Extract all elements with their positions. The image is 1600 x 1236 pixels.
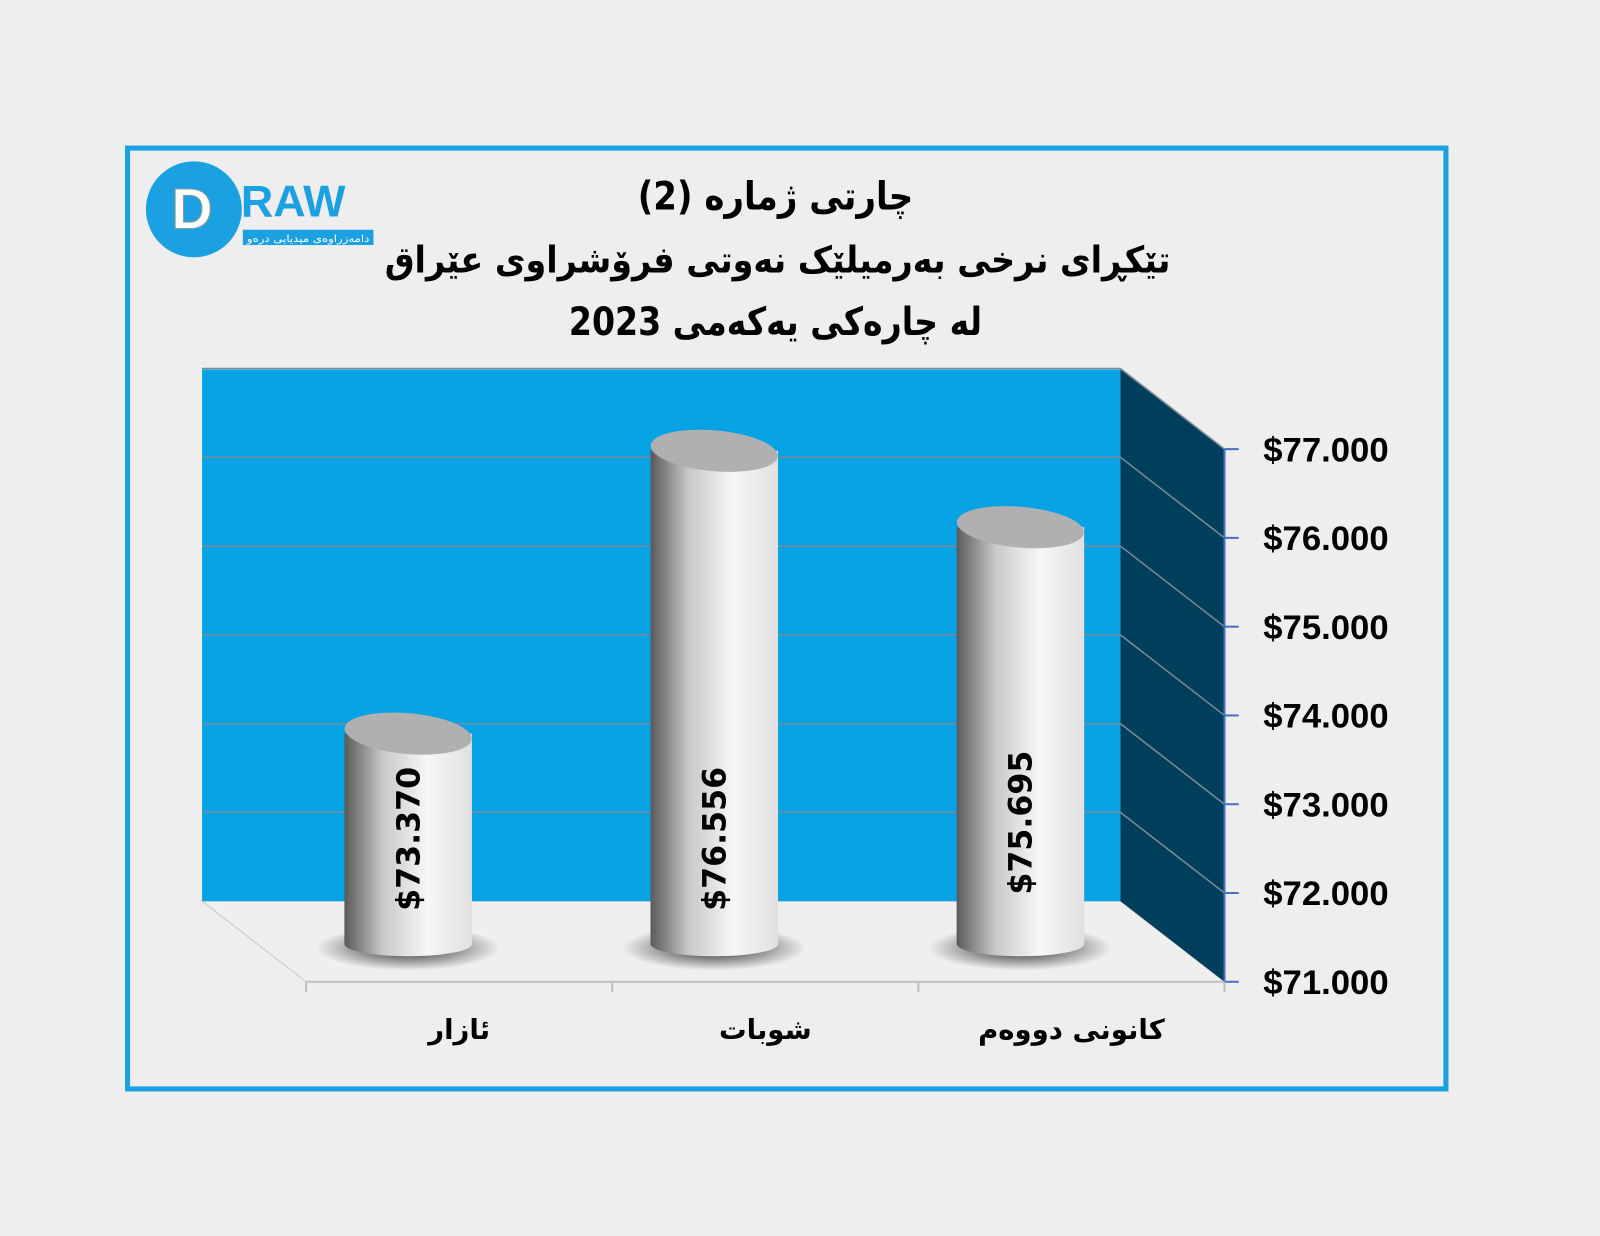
bar-body xyxy=(956,527,1085,957)
category-label: کانونی دووەم xyxy=(978,1014,1166,1046)
data-label: $76.556 xyxy=(698,767,734,911)
y-tick-label: $75.000 xyxy=(1263,609,1388,647)
bar-top xyxy=(344,712,472,755)
title-line-1: چارتی ژمارە (2) xyxy=(638,174,914,219)
title-line-2: تێکڕای نرخی بەرمیلێک نەوتی فرۆشراوی عێرا… xyxy=(385,239,1171,282)
y-tick-label: $73.000 xyxy=(1263,786,1388,824)
gridline-side xyxy=(1119,634,1225,717)
gridline-side xyxy=(1119,811,1225,894)
logo: D RAW دامەزراوەی میدیایی درەو xyxy=(145,161,374,258)
y-tick-label: $71.000 xyxy=(1263,964,1388,1002)
bar: $73.370 xyxy=(316,712,500,971)
bar: $75.695 xyxy=(928,506,1113,971)
data-label: $75.695 xyxy=(1004,751,1040,895)
gridline-side xyxy=(1119,545,1225,628)
bar-body xyxy=(650,450,779,957)
y-tick-label: $74.000 xyxy=(1263,698,1388,736)
logo-subtitle: دامەزراوەی میدیایی درەو xyxy=(246,234,370,245)
gridline-side xyxy=(1119,723,1225,805)
bar: $76.556 xyxy=(622,429,807,971)
y-tick-label: $76.000 xyxy=(1263,520,1388,558)
gridline-side xyxy=(1119,367,1225,450)
bar-top xyxy=(956,506,1084,549)
bar-body xyxy=(344,733,472,957)
logo-text-raw: RAW xyxy=(241,175,346,226)
category-label: ئازار xyxy=(426,1014,490,1046)
title-line-3: لە چارەکی یەکەمی 2023 xyxy=(569,300,982,345)
logo-text: D xyxy=(171,178,212,242)
bar-top xyxy=(650,429,778,472)
data-label: $73.370 xyxy=(391,767,427,911)
gridline-side xyxy=(1119,456,1225,539)
category-label: شوبات xyxy=(719,1014,812,1046)
chart-title: چارتی ژمارە (2) تێکڕای نرخی بەرمیلێک نەو… xyxy=(385,174,1171,345)
logo-circle xyxy=(145,161,242,258)
y-tick-label: $77.000 xyxy=(1263,431,1388,469)
y-tick-label: $72.000 xyxy=(1263,875,1388,913)
